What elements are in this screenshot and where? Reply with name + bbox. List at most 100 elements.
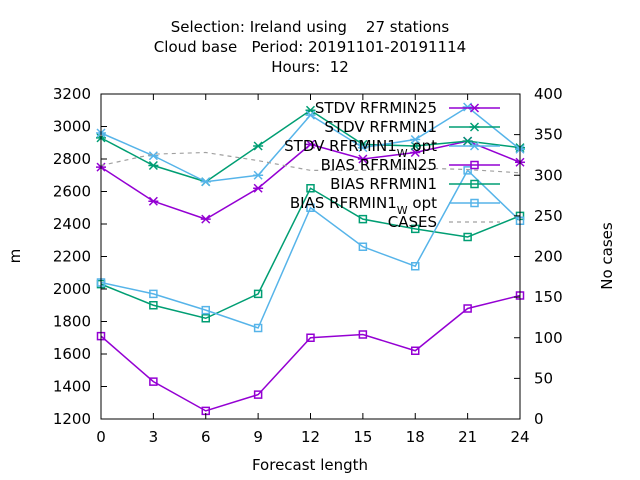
data-point	[253, 141, 264, 151]
data-point	[463, 232, 472, 242]
y2-axis-label: No cases	[598, 222, 616, 290]
data-point	[411, 262, 420, 271]
legend-entry-3: BIAS RFRMIN25	[321, 156, 500, 174]
data-point	[253, 289, 263, 299]
y-tick-label: 2400	[53, 215, 91, 233]
data-point	[149, 377, 158, 386]
y2-tick-label: 400	[534, 85, 563, 103]
data-point	[253, 183, 264, 193]
axes: 0 3 6 9 12 15 18 21 24 1200 1400 1600 1800 2000 2200 24…	[53, 85, 563, 446]
legend-marker	[469, 122, 480, 132]
y-tick-label: 1600	[53, 345, 91, 363]
y2-tick-label: 150	[534, 288, 563, 306]
y-tick-label: 2000	[53, 280, 91, 298]
y-tick-label: 2800	[53, 150, 91, 168]
data-point	[200, 177, 211, 187]
series-line	[100, 151, 521, 174]
x-tick-label: 24	[510, 428, 529, 446]
legend-entry-4: BIAS RFRMIN1	[330, 175, 500, 193]
legend-label: CASES	[388, 213, 437, 231]
title-line-1: Selection: Ireland using 27 stations	[171, 18, 450, 36]
legend-entry-6: CASES	[388, 213, 500, 231]
x-tick-label: 0	[96, 428, 106, 446]
data-point	[148, 160, 159, 171]
data-point	[357, 154, 368, 164]
data-point	[358, 330, 368, 339]
x-tick-label: 9	[253, 428, 263, 446]
data-point	[201, 314, 210, 323]
y-tick-label: 2600	[53, 183, 91, 201]
legend-label: STDV RFRMIN1	[324, 118, 437, 136]
data-point	[410, 141, 421, 151]
y-tick-label: 3200	[53, 85, 91, 103]
data-point	[462, 136, 473, 146]
y-tick-label: 1400	[53, 378, 91, 396]
data-point	[148, 151, 159, 161]
legend-label-subscript: W	[397, 147, 408, 160]
legend-label-suffix: opt	[408, 137, 437, 155]
title-line-2: Cloud base Period: 20191101-20191114	[154, 38, 466, 56]
data-point	[463, 166, 472, 175]
x-tick-label: 3	[149, 428, 159, 446]
legend-marker	[470, 198, 479, 208]
y2-tick-label: 250	[534, 207, 563, 225]
data-point	[306, 203, 315, 212]
data-point	[463, 304, 472, 313]
data-point	[201, 305, 210, 315]
data-point	[253, 390, 263, 399]
legend-label: BIAS RFRMIN1W opt	[290, 194, 437, 217]
y2-tick-label: 300	[534, 166, 563, 184]
legend-label: STDV RFRMIN25	[315, 99, 437, 117]
legend-marker	[469, 103, 480, 113]
y-tick-label: 2200	[53, 248, 91, 266]
x-tick-label: 21	[458, 428, 477, 446]
data-point	[411, 346, 420, 355]
y2-tick-label: 350	[534, 126, 563, 144]
legend-marker	[470, 160, 479, 170]
data-point	[253, 323, 263, 333]
data-point	[306, 184, 315, 193]
series-line	[100, 187, 521, 320]
legend-entry-2: STDV RFRMIN1W opt	[284, 137, 500, 160]
y-tick-label: 1200	[53, 410, 91, 428]
data-point	[305, 139, 316, 149]
legend-label: BIAS RFRMIN1	[330, 175, 437, 193]
data-point	[305, 110, 316, 120]
x-axis-label: Forecast length	[252, 456, 368, 474]
data-point	[200, 214, 211, 224]
x-tick-label: 12	[301, 428, 320, 446]
x-tick-label: 18	[406, 428, 425, 446]
data-point	[306, 333, 315, 342]
data-point	[149, 301, 158, 310]
data-point	[149, 289, 158, 299]
y-tick-label: 1800	[53, 313, 91, 331]
legend-entry-5: BIAS RFRMIN1W opt	[290, 194, 500, 217]
series-line	[100, 294, 521, 412]
legend-label-subscript: W	[397, 204, 408, 217]
legend-label-main: BIAS RFRMIN1	[290, 194, 397, 212]
legend-marker	[469, 141, 480, 151]
legend-label: STDV RFRMIN1W opt	[284, 137, 437, 160]
y-axis-label: m	[6, 249, 24, 264]
legend-entry-0: STDV RFRMIN25	[315, 99, 500, 117]
y2-tick-label: 50	[534, 369, 553, 387]
x-tick-label: 15	[353, 428, 372, 446]
legend-entry-1: STDV RFRMIN1	[324, 118, 500, 136]
series-3	[96, 291, 525, 416]
data-point	[410, 134, 421, 145]
data-point	[357, 143, 368, 153]
legend-label: BIAS RFRMIN25	[321, 156, 437, 174]
series-6	[100, 151, 521, 174]
data-point	[358, 242, 368, 251]
x-tick-label: 6	[201, 428, 211, 446]
y2-tick-label: 0	[534, 410, 544, 428]
data-point	[253, 170, 264, 180]
legend-label-main: STDV RFRMIN1	[284, 137, 397, 155]
y2-tick-label: 100	[534, 329, 563, 347]
y-tick-label: 3000	[53, 118, 91, 136]
legend-marker	[470, 179, 479, 189]
data-point	[410, 147, 421, 158]
data-point	[148, 196, 159, 206]
